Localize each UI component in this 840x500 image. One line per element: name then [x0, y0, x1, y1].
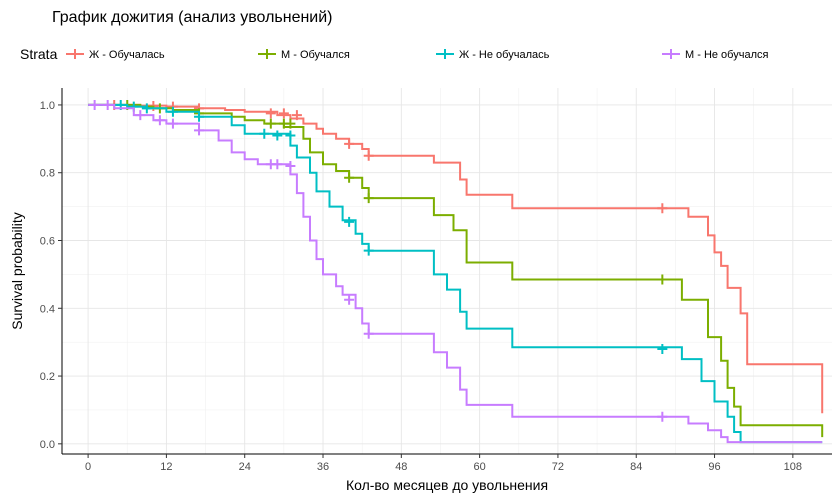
censor-mark [291, 110, 302, 121]
y-tick-label-5: 1.0 [40, 100, 55, 112]
censor-mark [363, 150, 374, 161]
y-axis: 0.0 0.2 0.4 0.6 0.8 1.0 [40, 88, 63, 454]
censor-mark [285, 118, 296, 129]
censor-mark [363, 328, 374, 339]
y-tick-label-1: 0.2 [40, 371, 55, 383]
legend-key-mark-1 [262, 49, 272, 59]
legend-key-mark-0 [70, 49, 80, 59]
censor-mark [363, 245, 374, 256]
x-tick-label-48: 48 [395, 461, 407, 473]
x-tick-label-24: 24 [239, 461, 251, 473]
y-axis-label: Survival probability [9, 212, 25, 330]
censor-mark [657, 411, 668, 422]
y-tick-label-4: 0.8 [40, 168, 55, 180]
plot-panel [62, 88, 832, 454]
censor-mark [102, 99, 113, 110]
legend-key-mark-2 [440, 49, 450, 59]
legend-key-mark-3 [666, 49, 676, 59]
censor-mark [344, 138, 355, 149]
x-tick-label-108: 108 [784, 461, 802, 473]
series-line-0 [88, 103, 824, 414]
x-tick-label-36: 36 [317, 461, 329, 473]
series-line-1 [88, 103, 824, 438]
censor-mark [344, 294, 355, 305]
censor-mark [344, 172, 355, 183]
censor-mark [167, 106, 178, 117]
censor-mark [141, 103, 152, 114]
censor-mark [259, 128, 270, 139]
censor-mark [265, 108, 276, 119]
censor-mark [657, 203, 668, 214]
legend-label-1: М - Обучался [281, 49, 350, 61]
x-tick-label-12: 12 [160, 461, 172, 473]
y-tick-label-3: 0.6 [40, 236, 55, 248]
censor-mark [285, 160, 296, 171]
censor-mark [154, 115, 165, 126]
legend-label-2: Ж - Не обучалась [459, 49, 550, 61]
censor-mark [285, 130, 296, 141]
series-line-2 [88, 103, 823, 444]
x-tick-label-84: 84 [630, 461, 642, 473]
legend: Strata Ж - Обучалась М - Обучался Ж - Не о… [20, 46, 768, 62]
y-tick-label-2: 0.4 [40, 303, 55, 315]
legend-title: Strata [20, 46, 58, 62]
y-tick-label-0: 0.0 [40, 439, 55, 451]
chart-title: График дожития (анализ увольнений) [52, 9, 333, 26]
legend-label-3: М - Не обучался [685, 49, 768, 61]
censor-mark [363, 193, 374, 204]
censor-mark [657, 274, 668, 285]
grid [62, 88, 832, 454]
censor-mark [657, 343, 668, 354]
censor-mark [167, 118, 178, 129]
censor-mark [194, 125, 205, 136]
censor-mark [272, 130, 283, 141]
censor-mark [344, 216, 355, 227]
x-tick-label-72: 72 [552, 461, 564, 473]
x-tick-label-96: 96 [708, 461, 720, 473]
series-3 [88, 99, 823, 444]
x-tick-label-0: 0 [85, 461, 91, 473]
censor-mark [265, 118, 276, 129]
censor-mark [89, 99, 100, 110]
censor-mark [278, 108, 289, 119]
censor-mark [272, 159, 283, 170]
x-tick-label-60: 60 [474, 461, 486, 473]
censor-mark [194, 111, 205, 122]
series-layer [88, 99, 824, 444]
censor-mark [135, 110, 146, 121]
x-axis: 0 12 24 36 48 60 72 84 96 108 [62, 453, 832, 473]
legend-label-0: Ж - Обучалась [89, 49, 165, 61]
x-axis-label: Кол-во месяцев до увольнения [346, 477, 548, 493]
